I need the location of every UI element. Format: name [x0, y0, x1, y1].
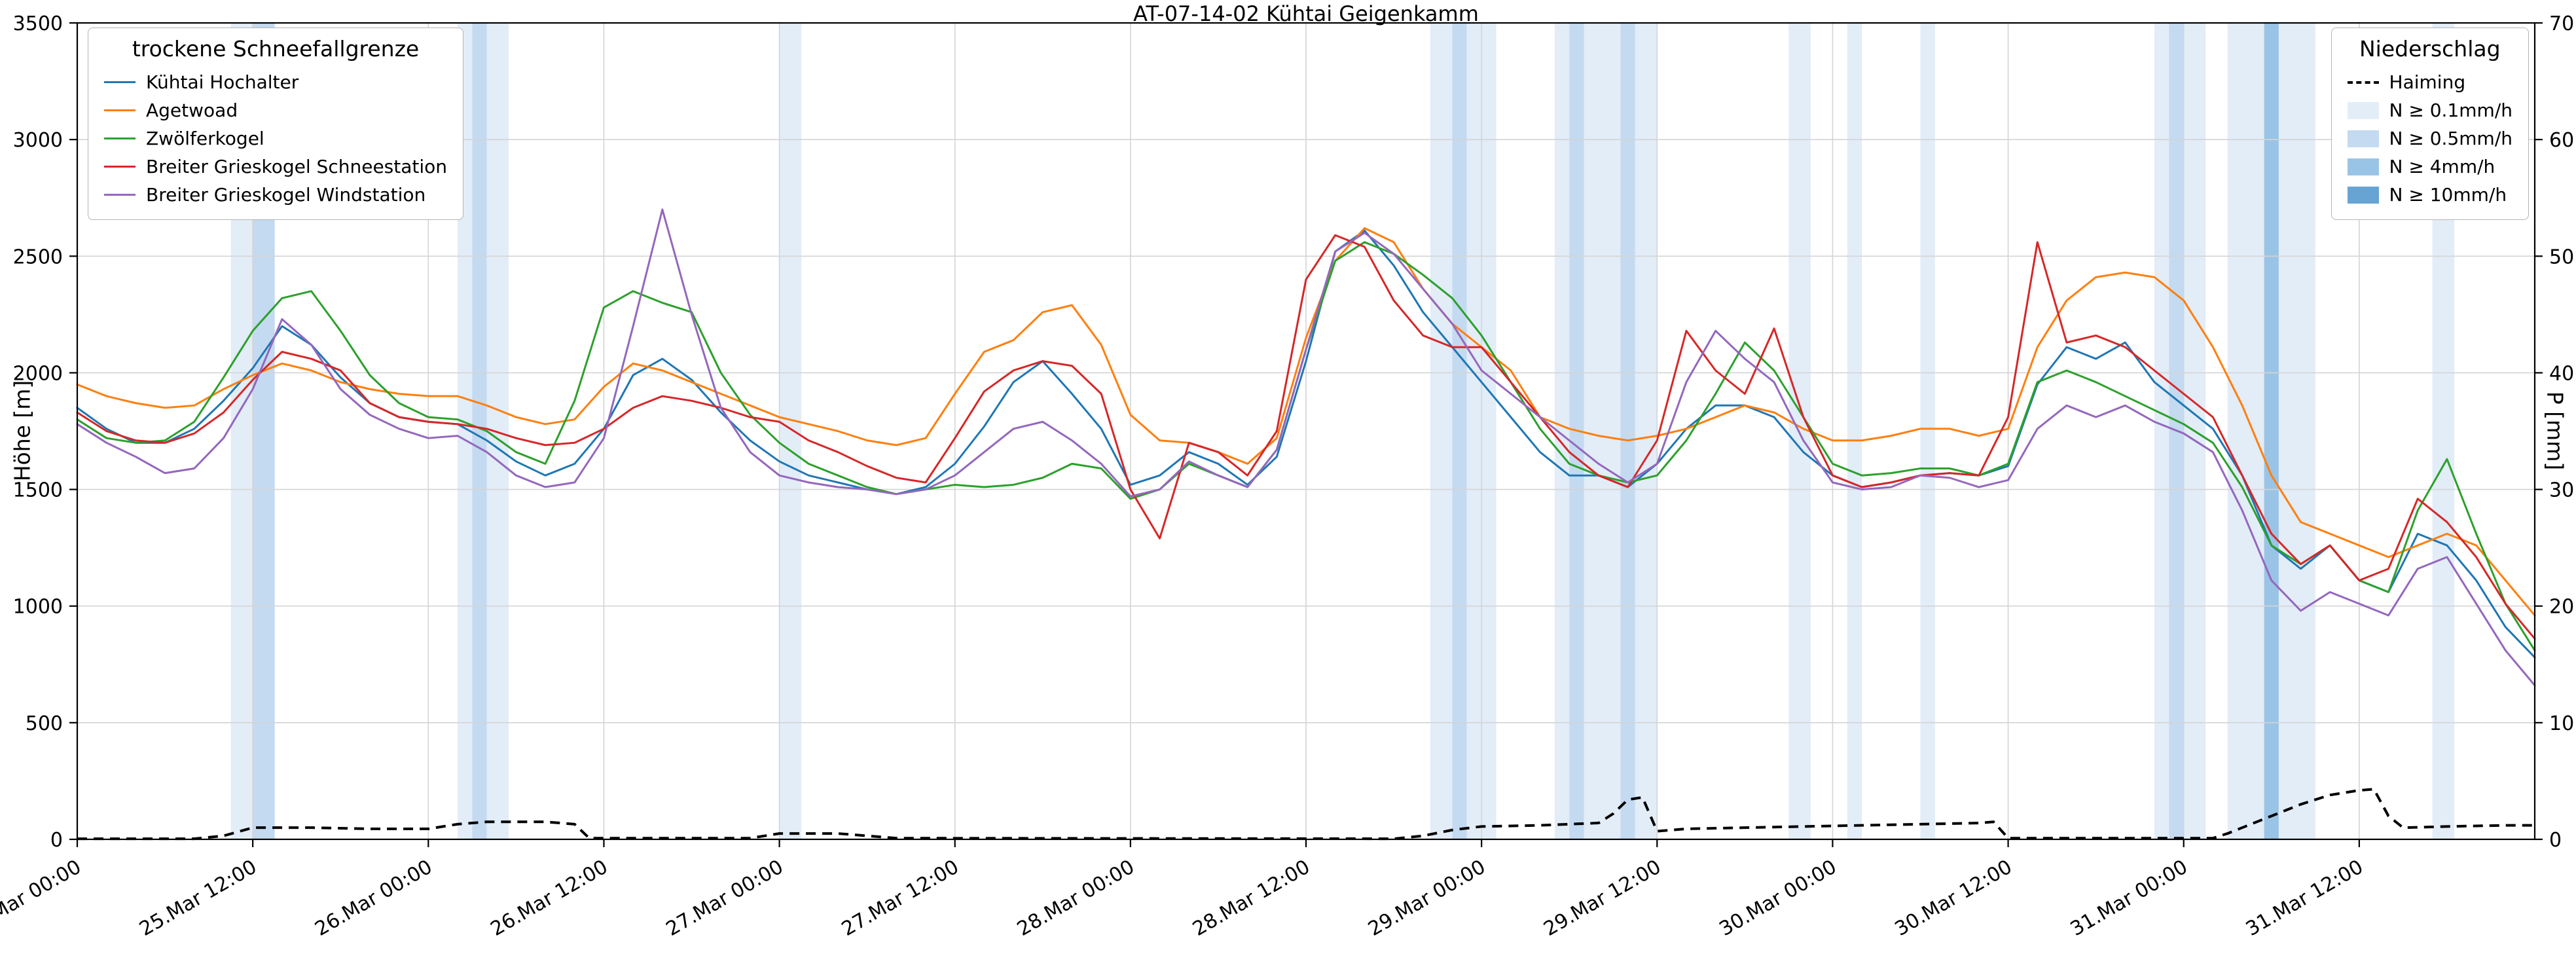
y-tick-label-left: 1000 — [13, 596, 63, 619]
x-tick-label: 26.Mar 00:00 — [311, 856, 436, 941]
legend-item-breiter-grieskogel-schneestation: Breiter Grieskogel Schneestation — [103, 153, 448, 181]
legend-item-n0.1: N ≥ 0.1mm/h — [2346, 96, 2514, 124]
precip-band-n0.1 — [1584, 23, 1621, 839]
x-tick-label: 30.Mar 00:00 — [1715, 856, 1840, 941]
precip-band-n0.1 — [1920, 23, 1935, 839]
precip-band-n0.5 — [1620, 23, 1635, 839]
y-tick-label-right: 50 — [2549, 246, 2574, 268]
line-swatch-icon — [104, 81, 136, 83]
dashed-line-swatch-icon — [2347, 81, 2379, 84]
x-tick-label: 28.Mar 00:00 — [1013, 856, 1138, 941]
precip-line-haiming — [77, 788, 2535, 841]
x-tick-label: 25.Mar 12:00 — [136, 856, 261, 941]
legend-item-label: Kühtai Hochalter — [146, 71, 299, 93]
y-tick-label-right: 60 — [2549, 129, 2574, 152]
x-tick-label: 29.Mar 00:00 — [1364, 856, 1489, 941]
precip-band-n0.5 — [1452, 23, 1467, 839]
series-line-breiter-grieskogel-windstation — [76, 208, 2536, 687]
precip-band-n0.1 — [1430, 23, 1453, 839]
legend-item-agetwoad: Agetwoad — [103, 96, 448, 124]
precip-band-n0.5 — [472, 23, 487, 839]
y-tick-label-right: 30 — [2549, 479, 2574, 502]
line-swatch-icon — [104, 166, 136, 168]
precip-band-n0.1 — [1554, 23, 1570, 839]
legend-item-label: N ≥ 10mm/h — [2389, 184, 2507, 206]
x-tick-label: 27.Mar 00:00 — [662, 856, 788, 941]
legend-item-haiming: Haiming — [2346, 68, 2514, 96]
fill-swatch-icon — [2347, 158, 2379, 175]
y-axis-label-right: P [mm] — [2542, 391, 2568, 471]
precip-band-n0.1 — [1847, 23, 1862, 839]
precip-band-n0.1 — [486, 23, 509, 839]
x-tick-label: 26.Mar 12:00 — [486, 856, 611, 941]
legend-stations-title: trockene Schneefallgrenze — [132, 36, 420, 62]
y-tick-label-left: 2500 — [13, 246, 63, 268]
series-line-agetwoad — [76, 227, 2536, 617]
line-swatch-icon — [104, 194, 136, 196]
precip-band-n0.1 — [1635, 23, 1658, 839]
x-tick-label: 28.Mar 12:00 — [1189, 856, 1314, 941]
y-tick-label-right: 20 — [2549, 596, 2574, 619]
legend-item-n10: N ≥ 10mm/h — [2346, 181, 2514, 209]
fill-swatch-icon — [2347, 186, 2379, 204]
x-tick-label: 29.Mar 12:00 — [1540, 856, 1665, 941]
legend-item-n0.5: N ≥ 0.5mm/h — [2346, 124, 2514, 153]
legend-item-label: Zwölferkogel — [146, 128, 264, 149]
legend-stations-items: Kühtai Hochalter Agetwoad Zwölferkogel Brei… — [103, 68, 448, 209]
line-swatch-icon — [104, 137, 136, 139]
y-tick-label-left: 3000 — [13, 129, 63, 152]
legend-item-label: Agetwoad — [146, 100, 238, 121]
y-tick-label-left: 3500 — [13, 12, 63, 35]
y-tick-label-left: 2000 — [13, 362, 63, 385]
precip-band-n0.1 — [779, 23, 802, 839]
y-tick-label-left: 0 — [50, 829, 63, 852]
series-line-kuehtai-hochalter — [76, 229, 2536, 659]
x-tick-label: 31.Mar 00:00 — [2067, 856, 2192, 941]
precip-band-n0.1 — [2278, 23, 2315, 839]
legend-item-label: Breiter Grieskogel Schneestation — [146, 156, 448, 177]
chart-title: AT-07-14-02 Kühtai Geigenkamm — [1133, 1, 1479, 26]
fill-swatch-icon — [2347, 101, 2379, 119]
y-axis-label-left: Höhe [m] — [9, 380, 35, 482]
legend-item-label: N ≥ 0.1mm/h — [2389, 100, 2513, 121]
legend-precip-title: Niederschlag — [2359, 36, 2501, 62]
x-tick-label: 25.Mar 00:00 — [0, 856, 85, 941]
legend-stations: trockene Schneefallgrenze Kühtai Hochalt… — [88, 27, 464, 220]
x-tick-label: 31.Mar 12:00 — [2242, 856, 2367, 941]
y-tick-label-right: 10 — [2549, 712, 2574, 735]
legend-precip-items: N ≥ 0.1mm/h N ≥ 0.5mm/h N ≥ 4mm/h N ≥ 10mm/… — [2346, 96, 2514, 209]
y-tick-label-right: 70 — [2549, 12, 2574, 35]
legend-item-n4: N ≥ 4mm/h — [2346, 153, 2514, 181]
fill-swatch-icon — [2347, 130, 2379, 147]
precip-band-n0.1 — [2227, 23, 2264, 839]
legend-item-label: Breiter Grieskogel Windstation — [146, 184, 426, 206]
legend-item-breiter-grieskogel-windstation: Breiter Grieskogel Windstation — [103, 181, 448, 209]
legend-item-label: N ≥ 4mm/h — [2389, 156, 2495, 177]
x-tick-label: 27.Mar 12:00 — [838, 856, 963, 941]
x-tick-label: 30.Mar 12:00 — [1891, 856, 2016, 941]
legend-item-kuehtai-hochalter: Kühtai Hochalter — [103, 68, 448, 96]
y-tick-label-right: 40 — [2549, 362, 2574, 385]
y-tick-label-right: 0 — [2549, 829, 2562, 852]
precip-band-n4 — [2264, 23, 2279, 839]
y-tick-label-left: 500 — [26, 712, 63, 735]
line-swatch-icon — [104, 109, 136, 111]
legend-item-label: N ≥ 0.5mm/h — [2389, 128, 2513, 149]
series-line-breiter-grieskogel-schneestation — [76, 234, 2536, 640]
y-tick-label-left: 1500 — [13, 479, 63, 502]
precip-band-n0.1 — [2154, 23, 2169, 839]
legend-item-zwoelferkogel: Zwölferkogel — [103, 124, 448, 153]
legend-precip: Niederschlag Haiming N ≥ 0.1mm/h N ≥ 0.5m… — [2331, 27, 2529, 220]
legend-item-label: Haiming — [2389, 71, 2466, 93]
precip-band-n0.1 — [457, 23, 473, 839]
